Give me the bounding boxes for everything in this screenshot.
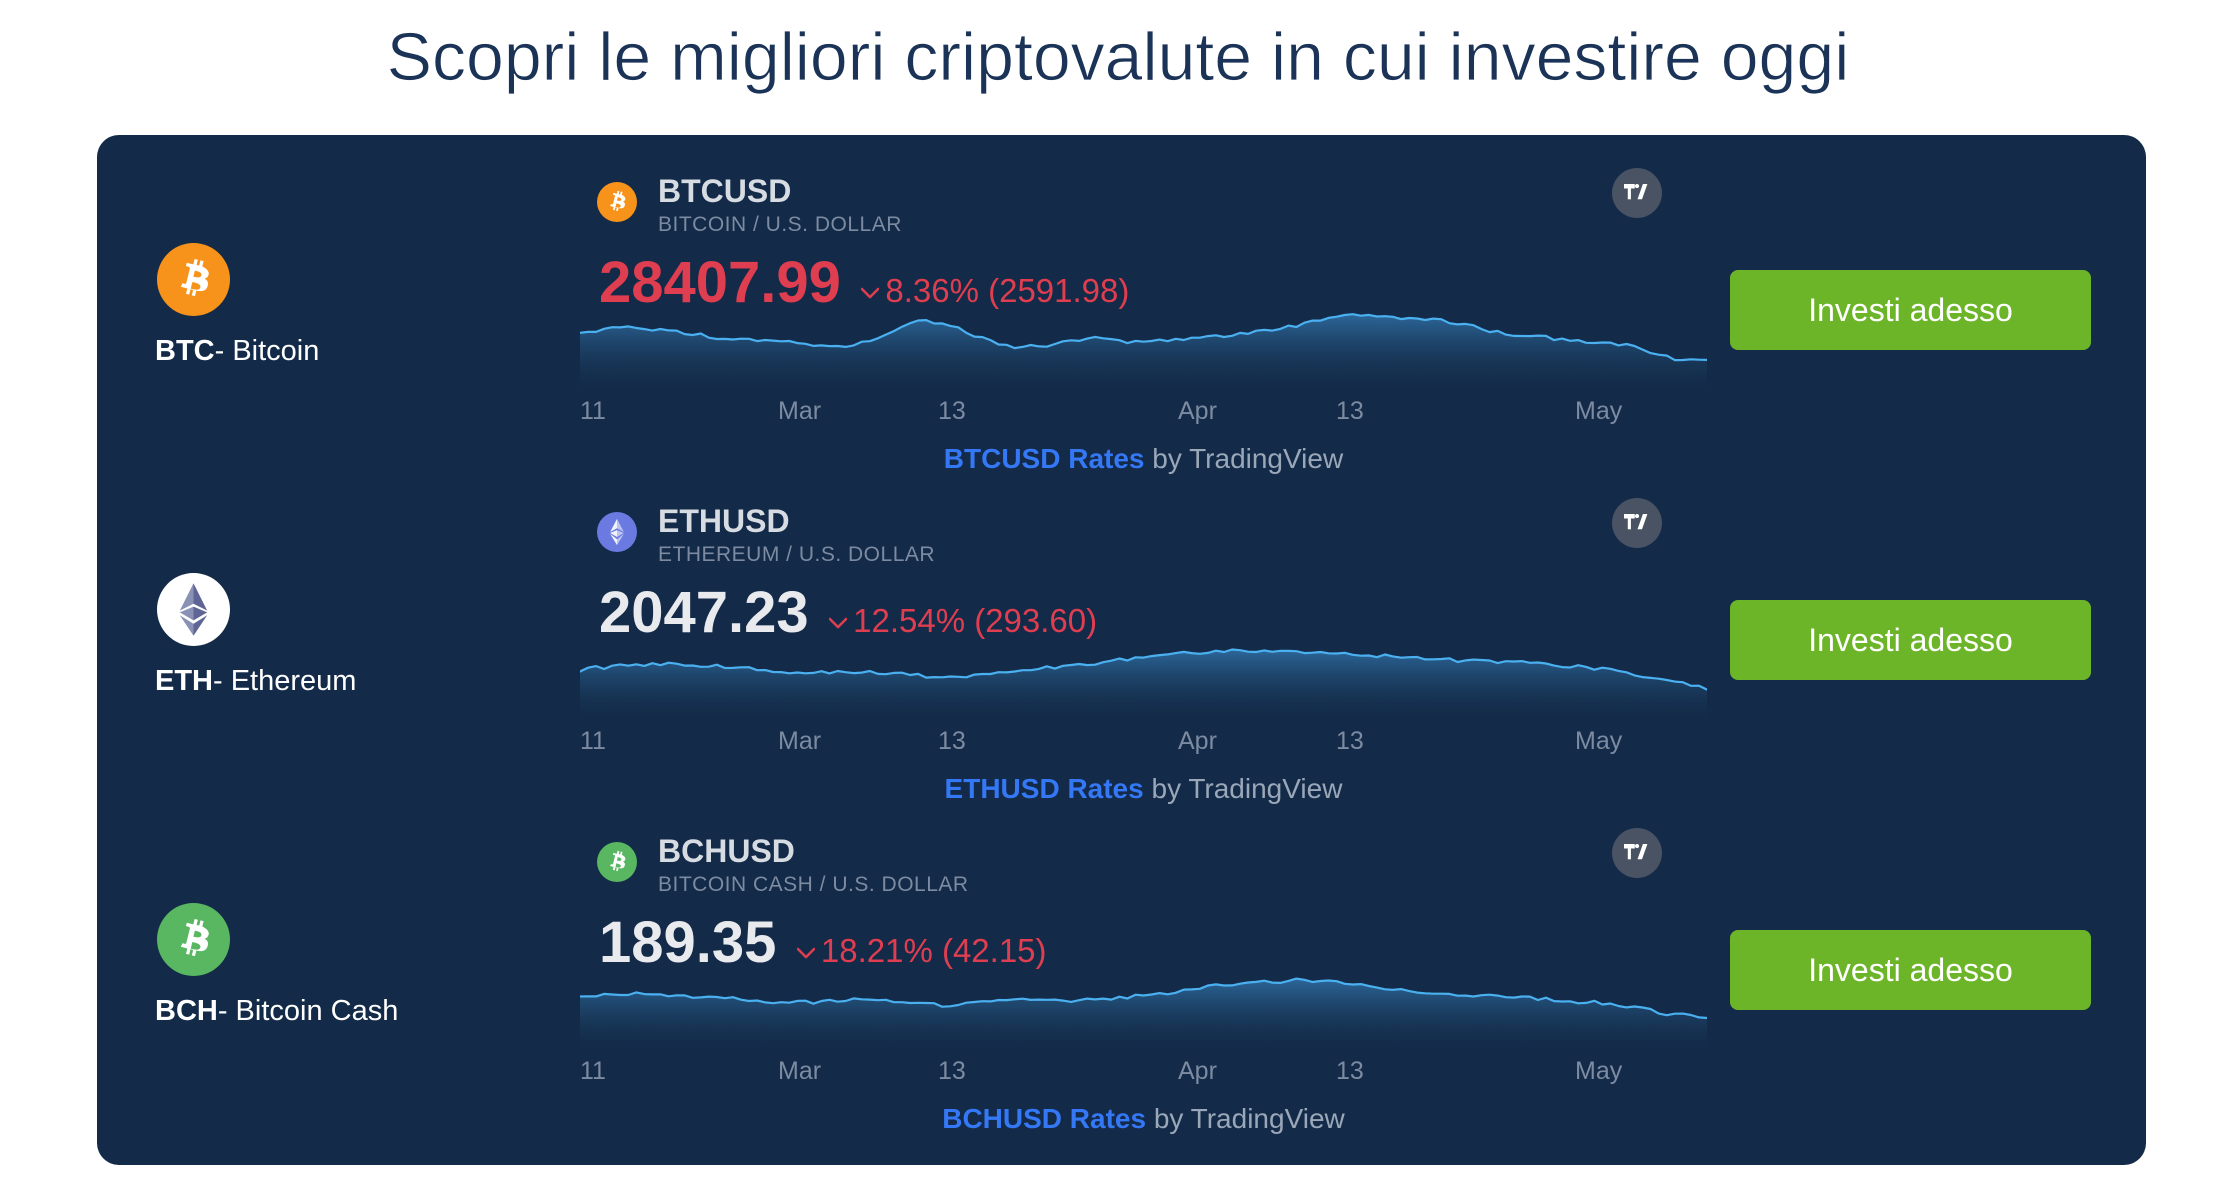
svg-text:Scopri le migliori criptovalut: Scopri le migliori criptovalute in cui i…	[387, 19, 1850, 95]
